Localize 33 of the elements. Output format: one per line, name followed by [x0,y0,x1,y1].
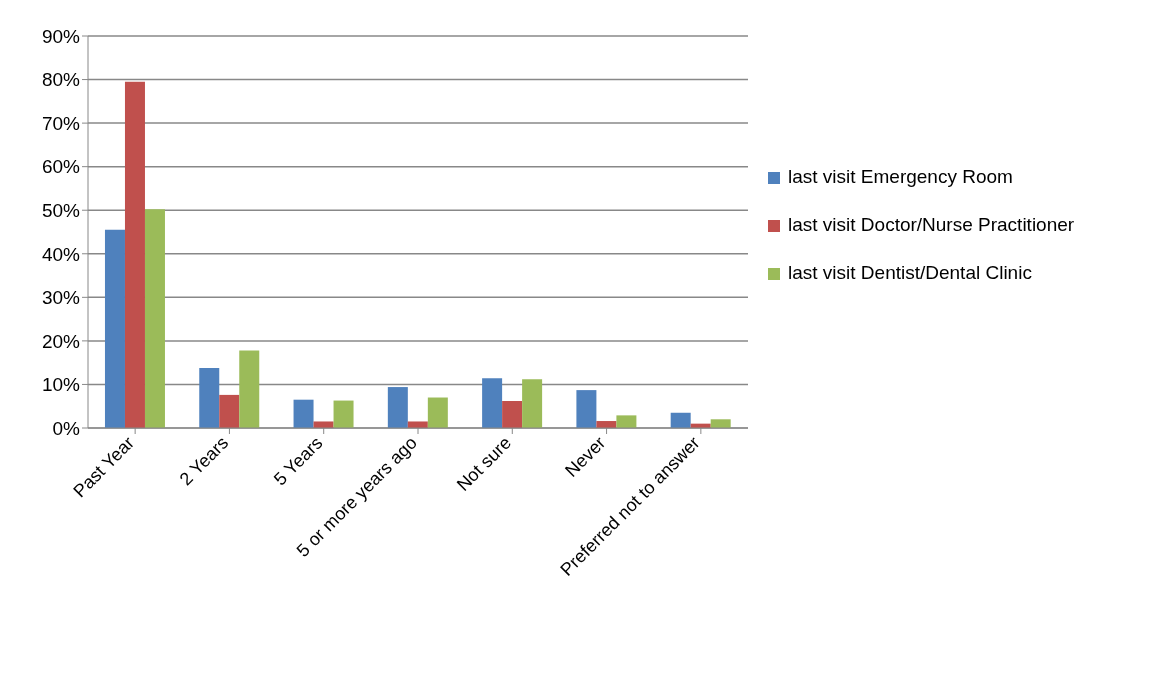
bar [670,412,691,428]
legend-label: last visit Emergency Room [788,166,1013,188]
y-tick-label: 90% [41,25,81,47]
bar [502,401,523,428]
legend-label: last visit Dentist/Dental Clinic [788,262,1032,284]
bar [239,350,260,428]
y-tick-label: 80% [41,69,81,91]
bar [482,378,503,428]
bar [199,367,220,428]
y-tick-label: 50% [41,199,81,221]
bar [293,399,314,428]
bar [333,400,354,428]
legend-label: last visit Doctor/Nurse Practitioner [788,214,1075,236]
bar [407,421,428,428]
bar [219,394,240,428]
bar [124,81,145,428]
bar [576,390,597,428]
y-tick-label: 40% [41,243,81,265]
x-tick-label: Not sure [452,432,516,495]
y-tick-label: 60% [41,156,81,178]
bar [710,419,731,428]
bar [616,415,637,428]
bar [522,379,543,428]
bar [313,421,334,428]
bar [387,387,408,428]
bar [104,229,125,428]
bar [427,397,448,428]
y-tick-label: 10% [41,374,81,396]
y-tick-label: 0% [52,417,81,439]
y-tick-label: 30% [41,287,81,309]
y-tick-label: 70% [41,112,81,134]
y-tick-label: 20% [41,330,81,352]
bar [144,209,165,428]
